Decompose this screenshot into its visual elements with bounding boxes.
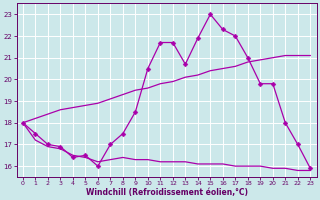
X-axis label: Windchill (Refroidissement éolien,°C): Windchill (Refroidissement éolien,°C) bbox=[85, 188, 248, 197]
